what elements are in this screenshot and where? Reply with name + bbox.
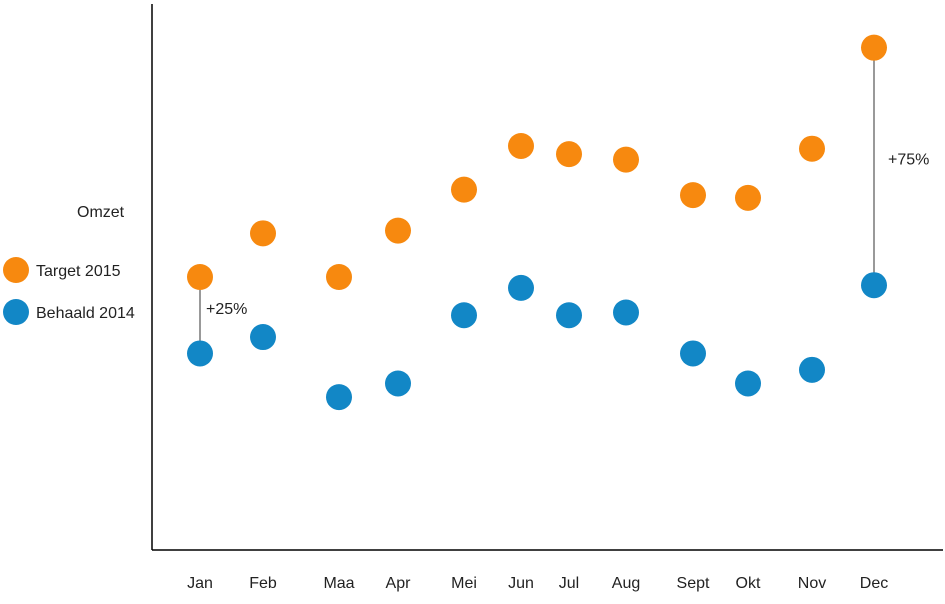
point-behaald-2014-aug: [613, 299, 639, 326]
point-target-2015-nov: [799, 135, 825, 162]
x-tick-labels: Jan Feb Maa Apr Mei Jun Jul Aug Sept Okt Nov Dec: [187, 575, 888, 592]
point-behaald-2014-jul: [556, 302, 582, 329]
annotation-dec: +75%: [888, 151, 929, 168]
legend-label-target-2015: Target 2015: [36, 263, 121, 280]
legend-marker-target-2015: [3, 257, 29, 283]
x-tick-aug: Aug: [612, 575, 640, 592]
annotations: +25% +75%: [206, 151, 929, 318]
point-behaald-2014-feb: [250, 324, 276, 351]
x-tick-apr: Apr: [386, 575, 412, 592]
annotation-jan: +25%: [206, 301, 247, 318]
point-behaald-2014-nov: [799, 356, 825, 383]
x-tick-jun: Jun: [508, 575, 534, 592]
data-points: [187, 34, 887, 411]
point-target-2015-jan: [187, 264, 213, 290]
x-tick-dec: Dec: [860, 575, 888, 592]
point-target-2015-feb: [250, 220, 276, 247]
point-behaald-2014-apr: [385, 370, 411, 397]
x-tick-feb: Feb: [249, 575, 277, 592]
axes: [151, 4, 943, 551]
legend-marker-behaald-2014: [3, 299, 29, 325]
annotation-connectors: [199, 47, 875, 354]
point-behaald-2014-sept: [680, 340, 706, 367]
legend-label-behaald-2014: Behaald 2014: [36, 305, 135, 322]
point-target-2015-jun: [508, 132, 534, 159]
point-behaald-2014-jan: [187, 340, 213, 367]
x-tick-sept: Sept: [677, 575, 710, 592]
chart-title: Omzet: [77, 204, 125, 221]
point-target-2015-apr: [385, 217, 411, 244]
x-tick-mei: Mei: [451, 575, 477, 592]
legend: Target 2015 Behaald 2014: [3, 257, 135, 325]
point-target-2015-jul: [556, 141, 582, 168]
point-target-2015-aug: [613, 146, 639, 173]
point-target-2015-okt: [735, 184, 761, 211]
point-target-2015-maa: [326, 264, 352, 290]
x-tick-okt: Okt: [736, 575, 761, 592]
point-target-2015-dec: [861, 34, 887, 61]
point-behaald-2014-dec: [861, 272, 887, 299]
point-behaald-2014-maa: [326, 384, 352, 411]
x-tick-jan: Jan: [187, 575, 213, 592]
x-tick-jul: Jul: [559, 575, 579, 592]
point-behaald-2014-mei: [451, 302, 477, 329]
point-behaald-2014-okt: [735, 370, 761, 397]
x-tick-nov: Nov: [798, 575, 826, 592]
point-target-2015-sept: [680, 182, 706, 209]
point-behaald-2014-jun: [508, 274, 534, 301]
x-tick-maa: Maa: [323, 575, 354, 592]
point-target-2015-mei: [451, 176, 477, 203]
